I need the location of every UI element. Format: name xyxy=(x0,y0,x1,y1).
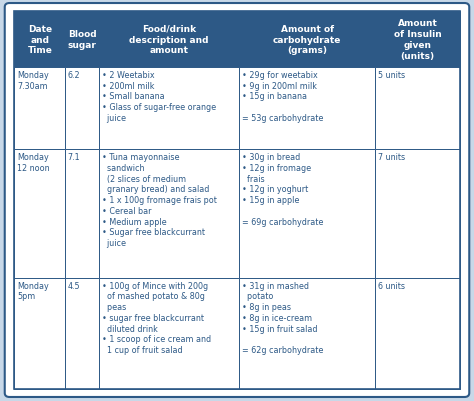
Text: 4.5: 4.5 xyxy=(68,281,81,290)
Text: • Tuna mayonnaise
  sandwich
  (2 slices of medium
  granary bread) and salad
• : • Tuna mayonnaise sandwich (2 slices of … xyxy=(102,153,217,247)
Text: • 30g in bread
• 12g in fromage
  frais
• 12g in yoghurt
• 15g in apple

= 69g c: • 30g in bread • 12g in fromage frais • … xyxy=(242,153,323,226)
Bar xyxy=(375,68,460,150)
Bar xyxy=(375,150,460,278)
FancyBboxPatch shape xyxy=(5,4,469,397)
Bar xyxy=(65,150,99,278)
Bar xyxy=(65,12,99,68)
Text: • 31g in mashed
  potato
• 8g in peas
• 8g in ice-cream
• 15g in fruit salad

= : • 31g in mashed potato • 8g in peas • 8g… xyxy=(242,281,323,354)
Bar xyxy=(375,12,460,68)
Bar xyxy=(65,68,99,150)
Bar xyxy=(99,150,239,278)
Text: 6.2: 6.2 xyxy=(68,71,81,80)
Text: Monday
12 noon: Monday 12 noon xyxy=(17,153,50,172)
Text: 7.1: 7.1 xyxy=(68,153,81,162)
Bar xyxy=(14,12,65,68)
Bar xyxy=(99,68,239,150)
Text: • 2 Weetabix
• 200ml milk
• Small banana
• Glass of sugar-free orange
  juice: • 2 Weetabix • 200ml milk • Small banana… xyxy=(102,71,216,122)
Text: 6 units: 6 units xyxy=(378,281,405,290)
Text: Monday
5pm: Monday 5pm xyxy=(17,281,49,301)
Bar xyxy=(14,68,65,150)
Bar xyxy=(99,12,239,68)
Text: Amount of
carbohydrate
(grams): Amount of carbohydrate (grams) xyxy=(273,25,341,55)
Bar xyxy=(14,278,65,389)
Text: Food/drink
description and
amount: Food/drink description and amount xyxy=(129,25,209,55)
Text: Monday
7.30am: Monday 7.30am xyxy=(17,71,49,90)
Bar xyxy=(14,150,65,278)
Bar xyxy=(65,278,99,389)
Text: • 100g of Mince with 200g
  of mashed potato & 80g
  peas
• sugar free blackcurr: • 100g of Mince with 200g of mashed pota… xyxy=(102,281,211,354)
Text: 7 units: 7 units xyxy=(378,153,405,162)
Text: Date
and
Time: Date and Time xyxy=(27,25,52,55)
Text: • 29g for weetabix
• 9g in 200ml milk
• 15g in banana

= 53g carbohydrate: • 29g for weetabix • 9g in 200ml milk • … xyxy=(242,71,323,122)
Bar xyxy=(99,278,239,389)
Text: Amount
of Insulin
given
(units): Amount of Insulin given (units) xyxy=(393,19,441,61)
Bar xyxy=(375,278,460,389)
Text: 5 units: 5 units xyxy=(378,71,405,80)
Bar xyxy=(239,12,375,68)
Bar xyxy=(239,278,375,389)
Bar xyxy=(239,68,375,150)
Text: Blood
sugar: Blood sugar xyxy=(68,30,97,50)
Bar xyxy=(239,150,375,278)
